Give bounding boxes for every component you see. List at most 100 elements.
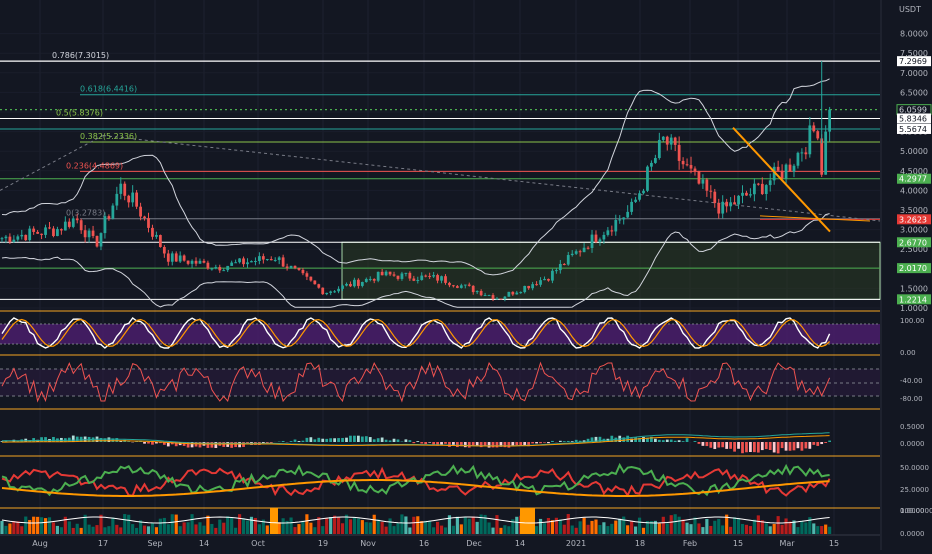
candle-body: [567, 255, 570, 265]
candle-body: [313, 281, 316, 285]
macd-histogram-bar: [428, 442, 431, 443]
macd-histogram-bar: [420, 442, 423, 444]
volume-bar: [567, 514, 570, 534]
volume-bar: [709, 526, 712, 534]
macd-histogram-bar: [753, 442, 756, 452]
volume-bar: [123, 514, 126, 534]
macd-histogram-bar: [317, 438, 320, 442]
candle-body: [88, 231, 91, 238]
volume-bar: [353, 517, 356, 534]
candle-body: [717, 203, 720, 214]
volume-bar: [428, 521, 431, 534]
volume-bar: [579, 521, 582, 534]
candle-body: [543, 279, 546, 280]
candle-body: [824, 132, 827, 175]
volume-bar: [218, 520, 221, 534]
candle-body: [159, 235, 162, 247]
candle-body: [179, 256, 182, 262]
price-badge-label: 1.2214: [899, 295, 927, 304]
macd-histogram-bar: [709, 442, 712, 448]
candle-body: [440, 276, 443, 280]
candle-body: [737, 196, 740, 205]
candle-body: [745, 193, 748, 196]
volume-bar: [91, 527, 94, 534]
macd-histogram-bar: [773, 442, 776, 452]
macd-histogram-bar: [488, 442, 491, 448]
macd-histogram-bar: [797, 442, 800, 448]
volume-bar: [72, 528, 75, 534]
candle-body: [785, 165, 788, 179]
candle-body: [298, 268, 301, 270]
time-tick: 19: [318, 539, 328, 548]
candle-body: [741, 193, 744, 196]
volume-bar: [175, 515, 178, 534]
macd-histogram-bar: [496, 442, 499, 447]
volume-bar: [693, 518, 696, 534]
price-tick: 8.0000: [900, 30, 928, 39]
candle-body: [151, 228, 154, 237]
candle-body: [155, 235, 158, 237]
macd-histogram-bar: [820, 442, 823, 444]
volume-bar: [329, 517, 332, 534]
volume-bar: [214, 528, 217, 534]
volume-bar: [499, 528, 502, 534]
volume-highlight: [520, 508, 535, 534]
macd-histogram-bar: [634, 437, 637, 442]
candle-body: [757, 184, 760, 185]
macd-histogram-bar: [626, 436, 629, 442]
volume-bar: [630, 521, 633, 534]
time-tick: Dec: [466, 539, 481, 548]
macd-histogram-bar: [456, 442, 459, 447]
candle-body: [286, 266, 289, 267]
volume-bar: [745, 525, 748, 534]
candle-body: [278, 257, 281, 260]
macd-histogram-bar: [511, 442, 514, 446]
volume-bar: [135, 528, 138, 534]
volume-bar: [396, 523, 399, 534]
candle-body: [282, 257, 285, 266]
volume-bar: [503, 525, 506, 534]
price-tick: 5.0000: [900, 147, 928, 156]
time-tick: 14: [515, 539, 525, 548]
price-badge-label: 4.2977: [899, 175, 927, 184]
macd-histogram-bar: [337, 438, 340, 442]
candle-body: [432, 275, 435, 276]
candle-body: [428, 276, 431, 277]
volume-bar: [689, 524, 692, 534]
macd-histogram-bar: [757, 442, 760, 453]
volume-bar: [551, 520, 554, 534]
volume-bar: [701, 527, 704, 534]
volume-bar: [614, 521, 617, 534]
volume-bar: [313, 527, 316, 534]
candle-body: [115, 194, 118, 206]
time-tick: Mar: [779, 539, 795, 548]
volume-bar: [32, 517, 35, 534]
candle-body: [523, 286, 526, 292]
macd-histogram-bar: [507, 442, 510, 448]
candle-body: [72, 218, 75, 227]
price-badge-label: 6.0599: [899, 106, 927, 115]
time-tick: 17: [98, 539, 108, 548]
candle-body: [20, 235, 23, 236]
candle-body: [147, 218, 150, 228]
macd-histogram-bar: [377, 438, 380, 442]
candle-body: [614, 220, 617, 231]
candle-body: [171, 253, 174, 261]
volume-bar: [325, 518, 328, 534]
volume-bar: [662, 517, 665, 534]
candle-body: [698, 171, 701, 183]
volume-bar: [796, 527, 799, 534]
volume-bar: [590, 521, 593, 534]
candle-body: [781, 171, 784, 179]
candle-body: [658, 140, 661, 158]
macd-histogram-bar: [781, 442, 784, 448]
candle-body: [28, 229, 31, 240]
volume-bar: [305, 514, 308, 534]
candle-body: [694, 169, 697, 172]
candle-body: [60, 229, 63, 230]
volume-bar: [575, 528, 578, 534]
candle-body: [595, 235, 598, 242]
volume-bar: [333, 516, 336, 534]
